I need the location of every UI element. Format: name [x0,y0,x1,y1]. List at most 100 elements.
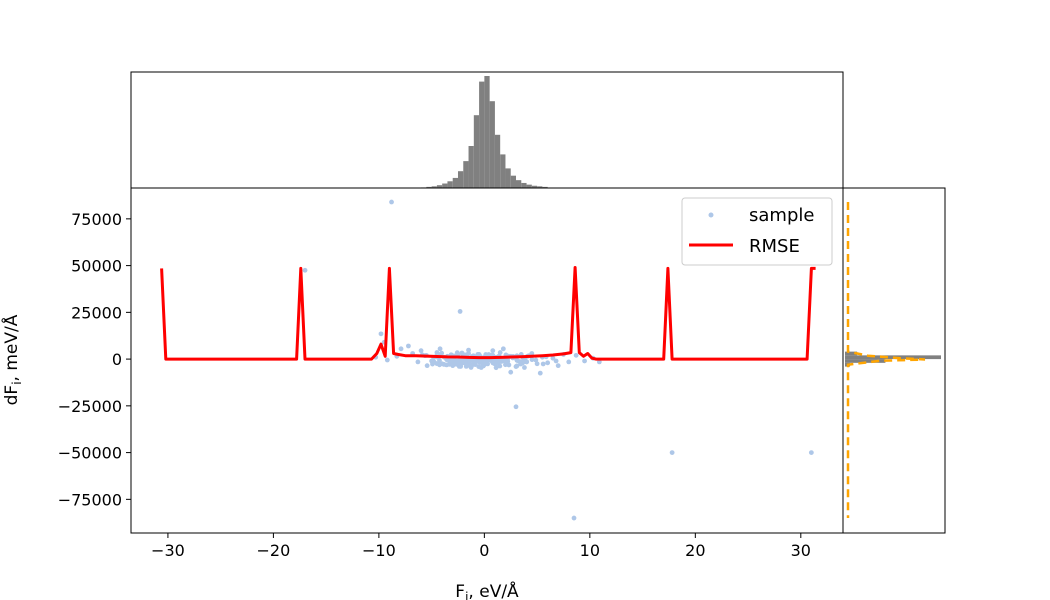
sample-point [384,357,390,363]
sample-point [522,365,527,370]
x-axis-label-sub: i [465,590,468,600]
right-histogram-density-line [846,202,926,518]
sample-point [497,363,503,369]
y-axis-ticks: 75000 50000 25000 0 −25000 −50000 −75000 [58,210,131,509]
sample-point [430,361,435,367]
top-histogram-bar [463,161,469,188]
y-tick-label: −25000 [58,397,122,416]
x-tick-label: −30 [151,541,185,560]
top-histogram-bar [489,101,495,188]
sample-point [457,309,463,314]
top-histogram-bar [473,115,480,188]
x-tick-label: −10 [362,541,396,560]
top-histogram-bar [500,154,506,188]
legend-sample-marker [708,212,714,218]
sample-point [555,363,561,369]
sample-point [491,359,497,365]
sample-point [505,359,511,364]
top-histogram-bar [516,180,522,188]
sample-point [458,364,464,369]
sample-point [540,361,546,367]
x-tick-label: −20 [257,541,291,560]
top-histogram-bar [484,76,490,188]
y-tick-label: 25000 [71,303,122,322]
sample-point [406,343,411,349]
y-tick-label: 75000 [71,210,122,229]
sample-point [475,351,481,357]
sample-point [469,363,474,369]
top-histogram-bar [457,171,464,188]
sample-point [439,350,445,356]
legend-sample-label: sample [749,205,814,226]
rmse-line [160,266,816,361]
top-histogram-bar [479,81,485,188]
sample-point [485,361,491,367]
sample-point [514,363,520,369]
sample-point [550,355,556,361]
sample-point [533,357,539,363]
sample-point [493,365,499,371]
sample-point [490,348,496,354]
top-histogram-bar [537,186,543,188]
y-axis-label-sub: i [10,381,24,384]
sample-point [437,346,443,352]
sample-point [378,331,384,337]
top-histogram-bar [521,182,527,188]
x-axis-label-unit: , eV/Å [468,580,519,600]
legend-box [681,197,833,266]
sample-point [524,359,530,365]
sample-point [669,450,675,455]
x-tick-label: 30 [791,541,811,560]
sample-point [545,360,551,366]
sample-point [424,363,430,369]
sample-point [596,359,602,365]
top-histogram-bar [431,186,437,188]
x-axis-label: Fi, eV/Å [455,580,519,600]
top-histogram-bar [442,183,448,188]
top-histogram-bar [447,181,453,188]
sample-point [457,357,463,363]
sample-point [553,358,559,364]
sample-point [466,347,471,353]
top-histogram-bar [436,185,443,188]
right-histogram-bar [845,351,858,356]
sample-point [571,515,577,521]
top-histogram-bar [510,175,517,188]
sample-point [513,404,519,410]
y-axis-label: dFi, meV/Å [0,314,24,405]
sample-point [302,267,308,273]
x-tick-label: 20 [685,541,705,560]
right-histogram-frame [842,187,946,534]
x-tick-label: 10 [580,541,600,560]
top-histogram-bar [542,186,548,188]
sample-point [389,199,394,205]
sample-point [529,357,535,363]
y-axis-label-main: dF [2,385,22,406]
sample-point [566,359,572,365]
sample-point [534,361,540,367]
sample-point [500,346,506,352]
sample-point [418,348,424,354]
sample-point [454,350,460,356]
sample-point [476,364,482,369]
legend: sample RMSE [681,197,833,266]
x-axis-label-main: F [455,582,465,600]
x-axis-ticks: −30 −20 −10 0 10 20 30 [151,533,811,560]
top-histogram-bar [505,168,511,188]
x-tick-label: 0 [479,541,489,560]
sample-point [467,358,473,364]
top-histogram-bar [526,184,532,188]
sample-point [441,362,447,367]
sample-point [453,361,459,367]
sample-point [582,358,587,364]
top-histogram-bar [452,177,458,188]
sample-point [508,369,514,375]
sample-point [808,450,814,455]
top-histogram-bar [426,186,432,188]
top-histogram [421,76,548,188]
sample-point [415,359,421,365]
top-histogram-bar [494,134,501,188]
sample-point [398,346,404,352]
sample-point [437,358,442,363]
